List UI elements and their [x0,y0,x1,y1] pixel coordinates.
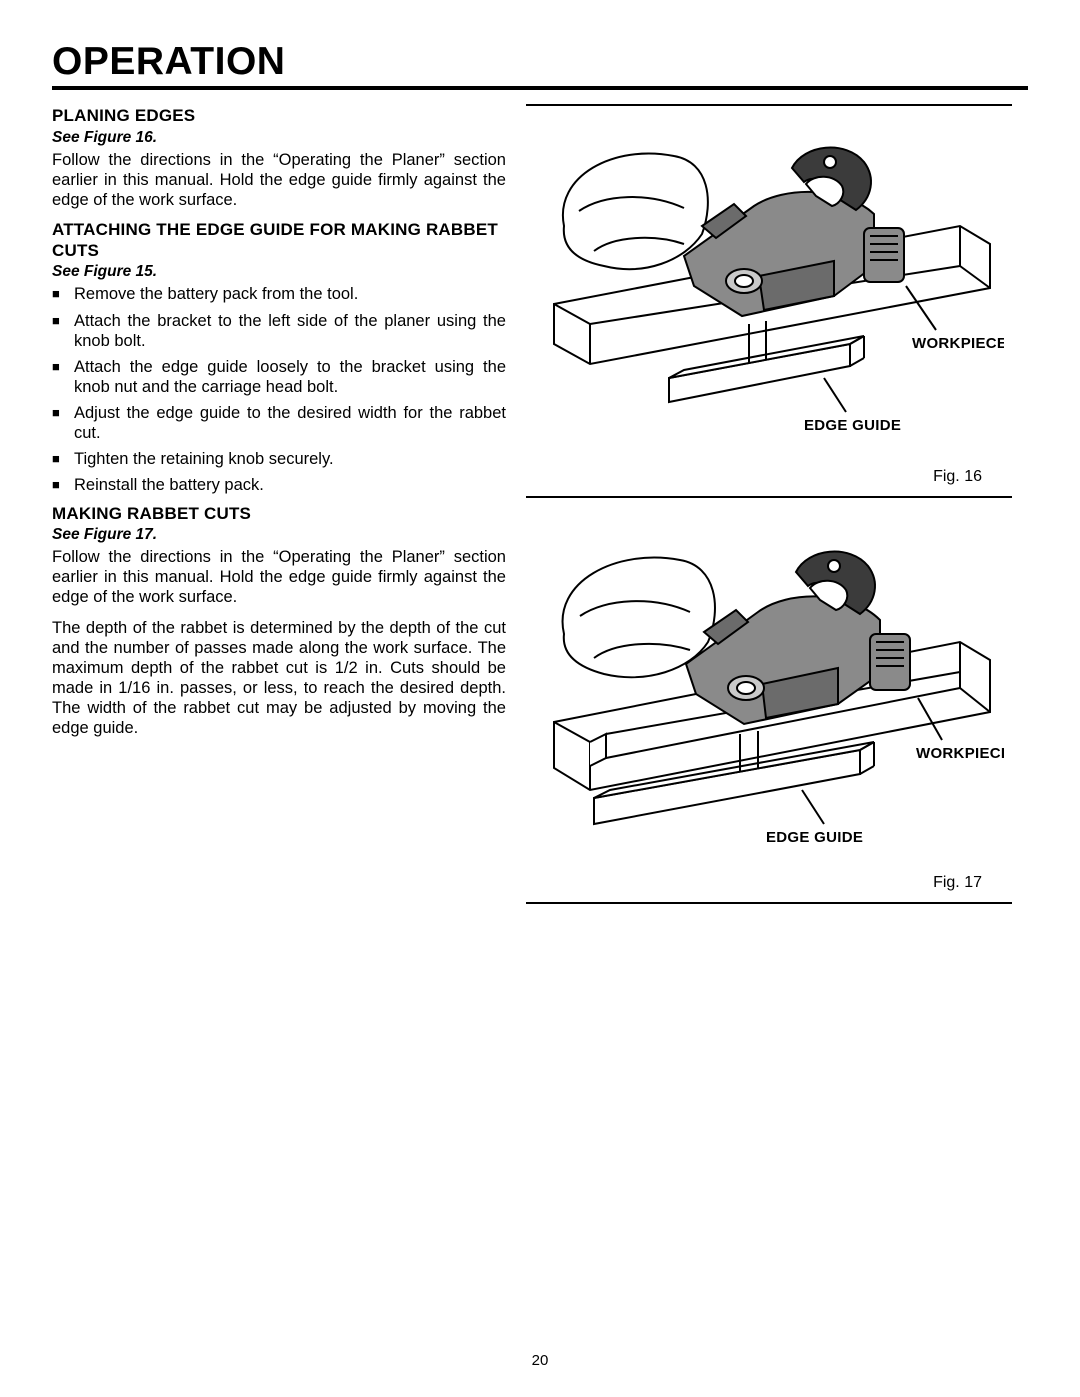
right-column: WORKPIECE EDGE GUIDE Fig. 16 [526,104,1012,908]
figure-16-illustration: WORKPIECE EDGE GUIDE [528,116,1010,466]
figure-17-illustration: WORKPIECE EDGE GUIDE [528,512,1010,872]
figure-17-panel: WORKPIECE EDGE GUIDE Fig. 17 [526,502,1012,904]
callout-edge-guide: EDGE GUIDE [804,417,901,434]
seefig-17: See Figure 17. [52,526,506,545]
figure-16-caption: Fig. 16 [528,468,1010,486]
callout-workpiece: WORKPIECE [916,745,1004,762]
bullets-attaching: Remove the battery pack from the tool. A… [52,284,506,495]
list-item: Attach the bracket to the left side of t… [52,311,506,351]
para-rabbet-2: The depth of the rabbet is determined by… [52,618,506,739]
list-item: Reinstall the battery pack. [52,475,506,495]
page-title: OPERATION [52,40,1028,90]
callout-edge-guide: EDGE GUIDE [766,829,863,846]
list-item: Tighten the retaining knob securely. [52,449,506,469]
content-columns: PLANING EDGES See Figure 16. Follow the … [52,104,1028,908]
page-number: 20 [0,1352,1080,1369]
para-planing-edges: Follow the directions in the “Operating … [52,150,506,210]
figure-16-panel: WORKPIECE EDGE GUIDE Fig. 16 [526,104,1012,498]
heading-attaching-edge-guide: ATTACHING THE EDGE GUIDE FOR MAKING RABB… [52,220,506,261]
seefig-16: See Figure 16. [52,129,506,148]
figure-17-caption: Fig. 17 [528,874,1010,892]
callout-workpiece: WORKPIECE [912,335,1004,352]
list-item: Adjust the edge guide to the desired wid… [52,403,506,443]
heading-planing-edges: PLANING EDGES [52,106,506,127]
para-rabbet-1: Follow the directions in the “Operating … [52,547,506,607]
seefig-15: See Figure 15. [52,263,506,282]
heading-making-rabbet-cuts: MAKING RABBET CUTS [52,504,506,525]
left-column: PLANING EDGES See Figure 16. Follow the … [52,104,506,908]
list-item: Remove the battery pack from the tool. [52,284,506,304]
list-item: Attach the edge guide loosely to the bra… [52,357,506,397]
